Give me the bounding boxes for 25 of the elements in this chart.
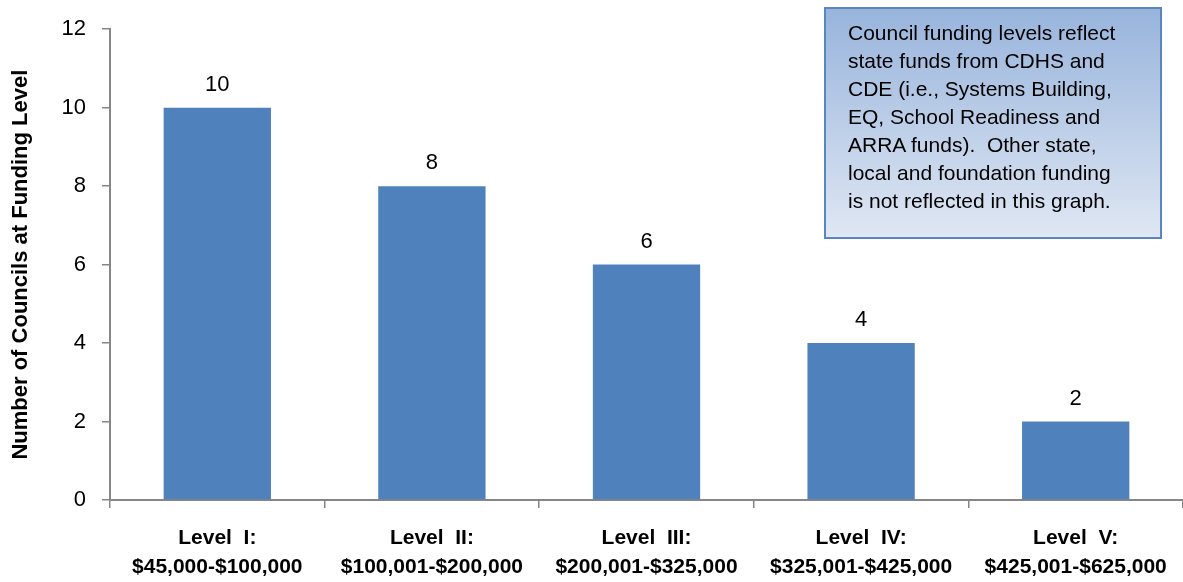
- x-tick-label: Level III: $200,001-$325,000: [555, 525, 738, 578]
- y-tick-label: 6: [73, 250, 86, 276]
- bar: [163, 107, 271, 500]
- data-label: 4: [854, 306, 868, 332]
- data-label: 10: [205, 70, 230, 96]
- note-box: Council funding levels reflect state funds from CDHS and CDE (i.e., Systems Building, EQ, School Readiness and ARRA funds). Other state, local and foundation funding is not reflected in this graph.: [824, 7, 1162, 239]
- y-tick-label: 2: [73, 407, 86, 433]
- y-tick-label: 4: [73, 329, 86, 355]
- data-label: 8: [425, 149, 439, 175]
- y-tick-label: 8: [73, 172, 86, 198]
- x-tick-label: Level I: $45,000-$100,000: [132, 525, 303, 578]
- x-tick-label: Level II: $100,001-$200,000: [340, 525, 523, 578]
- data-label: 2: [1069, 384, 1082, 410]
- x-tick-label: Level IV: $325,001-$425,000: [770, 525, 953, 578]
- y-tick-label: 10: [61, 93, 86, 119]
- data-label: 6: [640, 227, 653, 253]
- y-tick-label: 0: [73, 486, 86, 512]
- y-tick-label: 12: [61, 15, 86, 41]
- bar: [592, 264, 701, 500]
- bar: [1022, 421, 1130, 500]
- x-tick-label: Level V: $425,001-$625,000: [984, 525, 1167, 578]
- bar: [378, 186, 486, 500]
- bar: [807, 343, 915, 500]
- annotation: Council funding levels reflect state funds from CDHS and CDE (i.e., Systems Building, EQ, School Readiness and ARRA funds). Other state, local and foundation funding is not reflected in this graph.: [848, 20, 1117, 214]
- y-axis-title: Number of Councils at Funding Level: [7, 69, 33, 460]
